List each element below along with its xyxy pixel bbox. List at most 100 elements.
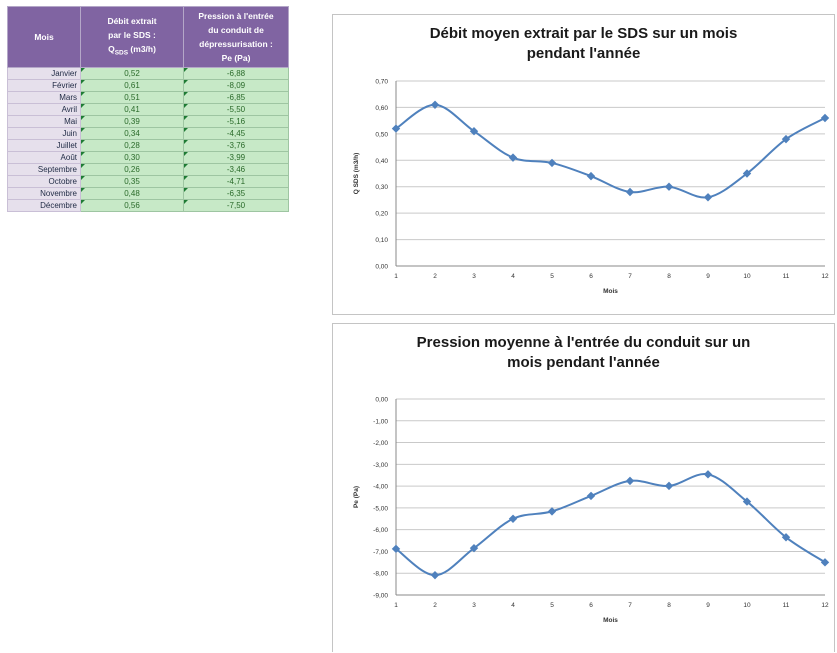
debit-cell[interactable]: 0,26 <box>80 163 184 176</box>
data-point <box>391 124 401 133</box>
debit-cell[interactable]: 0,30 <box>80 151 184 164</box>
data-table: Mois Débit extrait par le SDS : QSDS (m3… <box>7 6 289 212</box>
y-tick-label: -3,00 <box>373 462 388 469</box>
pressure-cell[interactable]: -8,09 <box>183 79 289 92</box>
table-body: Janvier 0,52 -6,88 Février 0,61 -8,09 Mars 0,51… <box>7 67 289 212</box>
y-tick-label: 0,20 <box>375 211 388 218</box>
data-point <box>508 153 518 162</box>
y-tick-label: 0,00 <box>375 397 388 404</box>
header-pressure-line4: Pe (Pa) <box>221 53 251 63</box>
pressure-cell[interactable]: -3,76 <box>183 139 289 152</box>
pressure-cell[interactable]: -4,45 <box>183 127 289 140</box>
x-tick-label: 9 <box>706 273 710 280</box>
debit-cell[interactable]: 0,52 <box>80 67 184 80</box>
header-pressure: Pression à l'entrée du conduit de dépres… <box>183 6 289 68</box>
y-tick-label: 0,40 <box>375 158 388 165</box>
pressure-cell[interactable]: -3,99 <box>183 151 289 164</box>
data-point <box>508 514 518 523</box>
y-tick-label: -7,00 <box>373 549 388 556</box>
x-tick-label: 6 <box>589 273 593 280</box>
y-tick-label: -5,00 <box>373 505 388 512</box>
header-debit-q: Q <box>108 43 115 54</box>
pressure-cell[interactable]: -4,71 <box>183 175 289 188</box>
debit-cell[interactable]: 0,35 <box>80 175 184 188</box>
y-tick-label: 0,10 <box>375 237 388 244</box>
x-tick-label: 1 <box>394 602 398 609</box>
data-point <box>781 533 791 542</box>
debit-cell[interactable]: 0,56 <box>80 199 184 212</box>
pressure-chart: Pression moyenne à l'entrée du conduit s… <box>332 323 835 652</box>
table-row: Novembre 0,48 -6,35 <box>7 187 289 200</box>
month-cell[interactable]: Avril <box>7 103 81 116</box>
pressure-cell[interactable]: -7,50 <box>183 199 289 212</box>
table-row: Octobre 0,35 -4,71 <box>7 175 289 188</box>
x-tick-label: 10 <box>743 602 751 609</box>
data-point <box>547 507 557 516</box>
x-tick-label: 8 <box>667 602 671 609</box>
x-tick-label: 11 <box>783 602 790 609</box>
x-axis-title: Mois <box>603 617 618 624</box>
month-cell[interactable]: Octobre <box>7 175 81 188</box>
pressure-cell[interactable]: -3,46 <box>183 163 289 176</box>
series-line <box>395 473 826 577</box>
month-cell[interactable]: Novembre <box>7 187 81 200</box>
pressure-chart-title-line1: Pression moyenne à l'entrée du conduit s… <box>416 334 751 351</box>
pressure-cell[interactable]: -6,88 <box>183 67 289 80</box>
month-cell[interactable]: Mars <box>7 91 81 104</box>
month-cell[interactable]: Septembre <box>7 163 81 176</box>
month-cell[interactable]: Août <box>7 151 81 164</box>
debit-cell[interactable]: 0,51 <box>80 91 184 104</box>
month-cell[interactable]: Février <box>7 79 81 92</box>
data-point <box>625 476 635 486</box>
debit-cell[interactable]: 0,41 <box>80 103 184 116</box>
pressure-cell[interactable]: -5,16 <box>183 115 289 128</box>
header-debit-unit: (m3/h) <box>128 43 156 54</box>
x-tick-label: 4 <box>511 602 515 609</box>
table-row: Février 0,61 -8,09 <box>7 79 289 92</box>
y-tick-label: -2,00 <box>373 440 388 447</box>
data-point <box>547 158 557 168</box>
data-point <box>469 543 479 553</box>
data-point <box>742 169 752 178</box>
month-cell[interactable]: Janvier <box>7 67 81 80</box>
data-point <box>742 497 752 506</box>
month-cell[interactable]: Juin <box>7 127 81 140</box>
x-axis-title: Mois <box>603 288 618 295</box>
data-point <box>820 558 830 567</box>
data-point <box>430 100 440 109</box>
header-month: Mois <box>7 6 81 68</box>
y-tick-label: 0,50 <box>375 131 388 138</box>
debit-cell[interactable]: 0,28 <box>80 139 184 152</box>
debit-cell[interactable]: 0,39 <box>80 115 184 128</box>
debit-cell[interactable]: 0,34 <box>80 127 184 140</box>
debit-cell[interactable]: 0,48 <box>80 187 184 200</box>
y-tick-label: 0,30 <box>375 184 388 191</box>
header-debit-q-sub: SDS <box>114 49 129 57</box>
x-tick-label: 7 <box>628 273 632 280</box>
pressure-cell[interactable]: -5,50 <box>183 103 289 116</box>
data-point <box>664 182 674 191</box>
pressure-cell[interactable]: -6,85 <box>183 91 289 104</box>
month-cell[interactable]: Mai <box>7 115 81 128</box>
y-axis-title: Q SDS (m3/h) <box>353 153 360 195</box>
y-tick-label: -9,00 <box>373 593 388 600</box>
debit-chart-title-line1: Débit moyen extrait par le SDS sur un mo… <box>429 25 738 42</box>
pressure-cell[interactable]: -6,35 <box>183 187 289 200</box>
table-row: Avril 0,41 -5,50 <box>7 103 289 116</box>
header-debit-line1: Débit extrait <box>107 15 157 26</box>
data-point <box>703 470 713 479</box>
table-row: Juillet 0,28 -3,76 <box>7 139 289 152</box>
month-cell[interactable]: Décembre <box>7 199 81 212</box>
pressure-chart-plot: -9,00 -8,00 -7,00 -6,00 -5,00 -4,00 -3,00 -2,00… <box>353 397 830 624</box>
debit-cell[interactable]: 0,61 <box>80 79 184 92</box>
x-tick-label: 1 <box>394 273 398 280</box>
data-point <box>586 491 596 501</box>
debit-chart-plot: 0,000,100,200,300,400,500,600,701 2 3 4 5 6 7 8… <box>353 79 830 295</box>
x-tick-label: 5 <box>550 602 554 609</box>
y-tick-label: 0,70 <box>375 79 388 86</box>
x-tick-label: 6 <box>589 602 593 609</box>
table-header-row: Mois Débit extrait par le SDS : QSDS (m3… <box>7 6 289 68</box>
table-row: Janvier 0,52 -6,88 <box>7 67 289 80</box>
y-tick-label: 0,60 <box>375 105 388 112</box>
month-cell[interactable]: Juillet <box>7 139 81 152</box>
